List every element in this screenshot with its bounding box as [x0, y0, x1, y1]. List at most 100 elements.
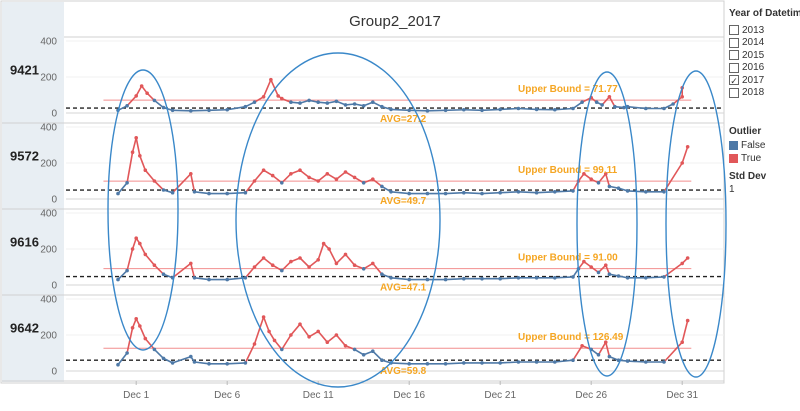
checkbox-icon[interactable] [729, 37, 739, 48]
outlier-point [138, 241, 142, 246]
outlier-point [327, 247, 331, 251]
outlier-point [589, 177, 593, 181]
series-segment [344, 253, 356, 266]
normal-point [152, 347, 157, 352]
x-tick-label: Dec 11 [303, 390, 334, 401]
normal-point [289, 100, 293, 104]
checkbox-icon[interactable] [729, 50, 739, 60]
outlier-point [269, 77, 273, 82]
legend-item-true[interactable]: True [729, 153, 761, 164]
normal-point [170, 108, 175, 113]
series-segment [481, 191, 501, 195]
panel-9616: 9616 0 200 400 Upper Bound = 91.00 AVG=47.1 [2, 209, 724, 296]
series-segment [554, 190, 574, 193]
series-segment [445, 191, 464, 195]
std-dev-value[interactable]: 1 [729, 184, 735, 195]
outlier-point [334, 177, 339, 181]
checkbox-icon[interactable]: ✓ [729, 75, 739, 86]
series-segment [372, 178, 383, 188]
row-label-9616: 9616 [10, 234, 39, 249]
checkbox-icon[interactable] [729, 25, 739, 35]
normal-point [192, 360, 197, 364]
series-segment [681, 320, 689, 343]
normal-point [443, 277, 448, 282]
normal-point [407, 277, 412, 282]
series-segment [117, 352, 128, 366]
outlier-point [272, 338, 277, 343]
x-tick-label: Dec 1 [123, 390, 150, 401]
std-dev-title: Std Dev [729, 171, 767, 182]
normal-point [192, 276, 197, 280]
row-label-9642: 9642 [10, 320, 39, 335]
series-segment [144, 338, 156, 350]
outlier-point [139, 84, 144, 88]
series-segment [131, 137, 137, 153]
outlier-point [252, 265, 257, 269]
legend-item-false[interactable]: False [729, 140, 765, 151]
series-segment [144, 169, 156, 182]
outlier-point [289, 172, 293, 176]
checkbox-icon[interactable] [729, 62, 739, 73]
y-tick-label: 400 [40, 295, 57, 306]
avg-label: AVG=59.8 [380, 366, 427, 377]
series-segment [481, 108, 501, 112]
normal-point [307, 98, 311, 103]
year-option-2017[interactable]: ✓ 2017 [729, 74, 764, 86]
normal-point [161, 188, 166, 192]
normal-point [125, 181, 129, 185]
series-segment [153, 99, 164, 109]
normal-point [325, 101, 330, 105]
normal-point [189, 354, 193, 359]
checkbox-icon[interactable] [729, 87, 739, 98]
x-tick-label: Dec 26 [575, 390, 607, 401]
outlier-point [603, 340, 608, 345]
series-segment [172, 355, 192, 364]
year-option-2014[interactable]: 2014 [729, 37, 764, 49]
series-segment [518, 191, 537, 194]
series-segment [308, 259, 319, 268]
series-segment [597, 173, 607, 184]
series-segment [153, 264, 165, 275]
normal-point [125, 268, 129, 273]
normal-point [361, 267, 366, 271]
year-option-2013[interactable]: 2013 [729, 24, 764, 36]
normal-point [207, 191, 211, 196]
normal-point [534, 360, 539, 364]
normal-point [644, 360, 648, 364]
outlier-point [252, 179, 257, 183]
normal-point [607, 272, 612, 277]
x-tick-label: Dec 16 [393, 390, 425, 401]
outlier-point [298, 322, 302, 327]
series-segment [554, 359, 574, 363]
year-option-label: 2015 [742, 49, 765, 61]
normal-point [596, 181, 601, 185]
series-segment [227, 105, 246, 111]
outlier-point [307, 265, 311, 269]
series-segment [445, 108, 464, 112]
y-tick-label: 0 [51, 109, 57, 120]
normal-point [662, 106, 666, 111]
normal-point [616, 186, 621, 190]
normal-point [480, 108, 484, 113]
outlier-point [371, 261, 375, 266]
normal-point [380, 104, 384, 109]
normal-point [170, 361, 175, 365]
outlier-point [143, 336, 148, 341]
outlier-point [343, 344, 348, 348]
series-segment [194, 361, 210, 365]
year-option-2015[interactable]: 2015 [729, 49, 764, 61]
normal-point [389, 107, 393, 112]
outlier-point [261, 95, 266, 99]
normal-point [371, 349, 375, 354]
normal-point [243, 190, 248, 195]
series-segment [597, 341, 607, 356]
normal-point [298, 101, 302, 105]
outlier-point [321, 241, 326, 246]
outlier-point [325, 340, 330, 345]
normal-point [596, 270, 601, 275]
year-option-2018[interactable]: 2018 [729, 87, 764, 99]
normal-point [662, 360, 666, 364]
series-segment [554, 107, 574, 111]
normal-point [192, 190, 197, 194]
year-option-2016[interactable]: 2016 [729, 62, 764, 74]
